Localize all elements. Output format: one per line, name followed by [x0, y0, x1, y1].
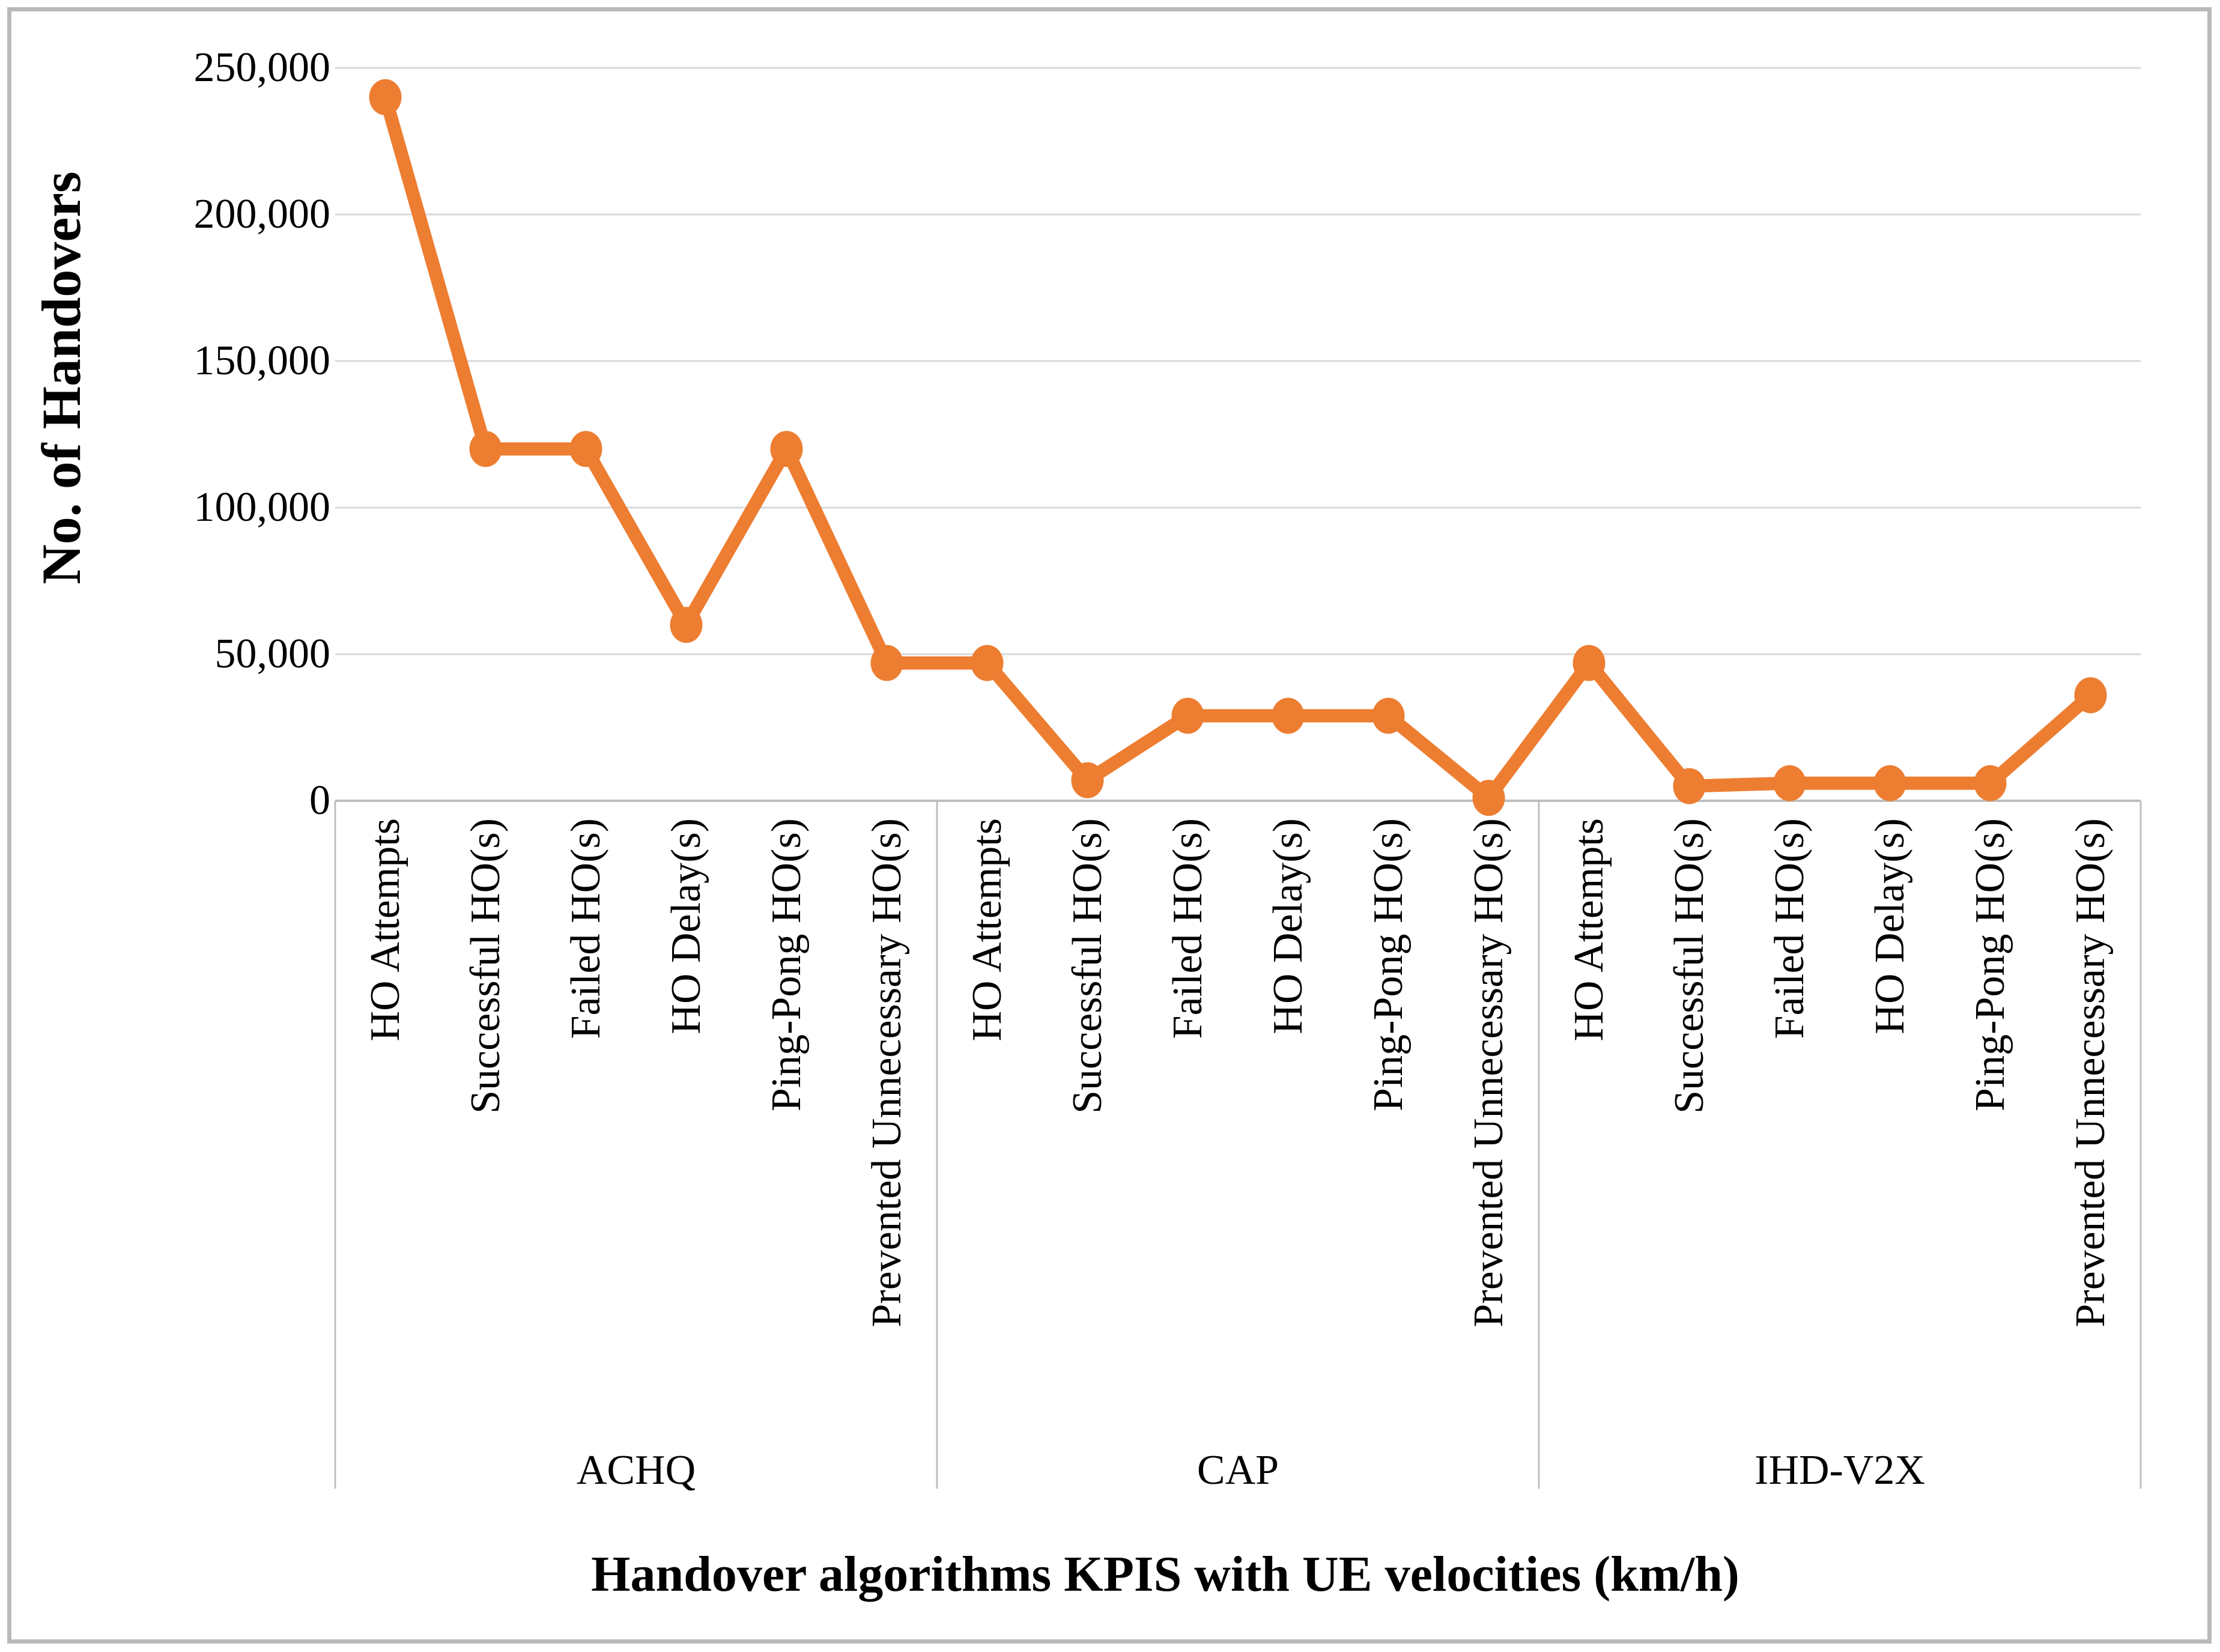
- data-point: [1673, 768, 1706, 804]
- y-tick-label: 150,000: [193, 338, 331, 384]
- data-point: [1974, 765, 2007, 801]
- data-point: [469, 431, 502, 467]
- category-label: HO Attempts: [362, 818, 408, 1042]
- data-point: [2074, 677, 2107, 714]
- category-label: Failed HO(s): [1164, 818, 1211, 1039]
- y-tick-label: 100,000: [193, 484, 331, 530]
- y-tick-label: 250,000: [193, 44, 331, 91]
- data-point: [1372, 697, 1405, 734]
- data-point: [971, 645, 1004, 681]
- category-label: Failed HO(s): [1766, 818, 1813, 1039]
- category-label: Successful HO(s): [1064, 818, 1111, 1114]
- y-axis-title: No. of Handovers: [31, 171, 92, 585]
- data-point: [670, 607, 703, 643]
- data-point: [569, 431, 602, 467]
- category-label: HO Delay(s): [1866, 818, 1913, 1034]
- data-point: [369, 79, 402, 115]
- category-label: HO Attempts: [1565, 818, 1612, 1042]
- data-point: [1171, 697, 1204, 734]
- category-label: Prevented Unnecessary HO(s): [2067, 818, 2114, 1328]
- category-label: HO Attempts: [963, 818, 1010, 1042]
- data-point: [770, 431, 803, 467]
- category-label: Prevented Unnecessary HO(s): [1465, 818, 1512, 1328]
- category-label: Ping-Pong HO(s): [1967, 818, 2013, 1112]
- group-label: IHD-V2X: [1754, 1447, 1925, 1493]
- data-point: [1272, 697, 1305, 734]
- group-label: CAP: [1196, 1447, 1279, 1493]
- category-label: Successful HO(s): [1666, 818, 1712, 1114]
- data-point: [1472, 780, 1505, 816]
- y-tick-label: 200,000: [193, 191, 331, 237]
- data-point: [1873, 765, 1906, 801]
- category-label: Ping-Pong HO(s): [1365, 818, 1412, 1112]
- y-tick-label: 0: [309, 777, 330, 824]
- data-point: [1572, 645, 1606, 681]
- y-tick-label: 50,000: [214, 631, 331, 677]
- category-label: Ping-Pong HO(s): [763, 818, 810, 1112]
- data-point: [1071, 762, 1104, 798]
- category-label: HO Delay(s): [663, 818, 709, 1034]
- category-label: Failed HO(s): [562, 818, 609, 1039]
- data-point: [1773, 765, 1806, 801]
- data-line: [378, 90, 2097, 805]
- x-axis-title: Handover algorithms KPIS with UE velocit…: [591, 1546, 1739, 1602]
- category-label: HO Delay(s): [1264, 818, 1311, 1034]
- category-label: Prevented Unnecessary HO(s): [863, 818, 910, 1328]
- group-label: ACHQ: [576, 1447, 696, 1493]
- data-point: [870, 645, 903, 681]
- category-label: Successful HO(s): [462, 818, 509, 1114]
